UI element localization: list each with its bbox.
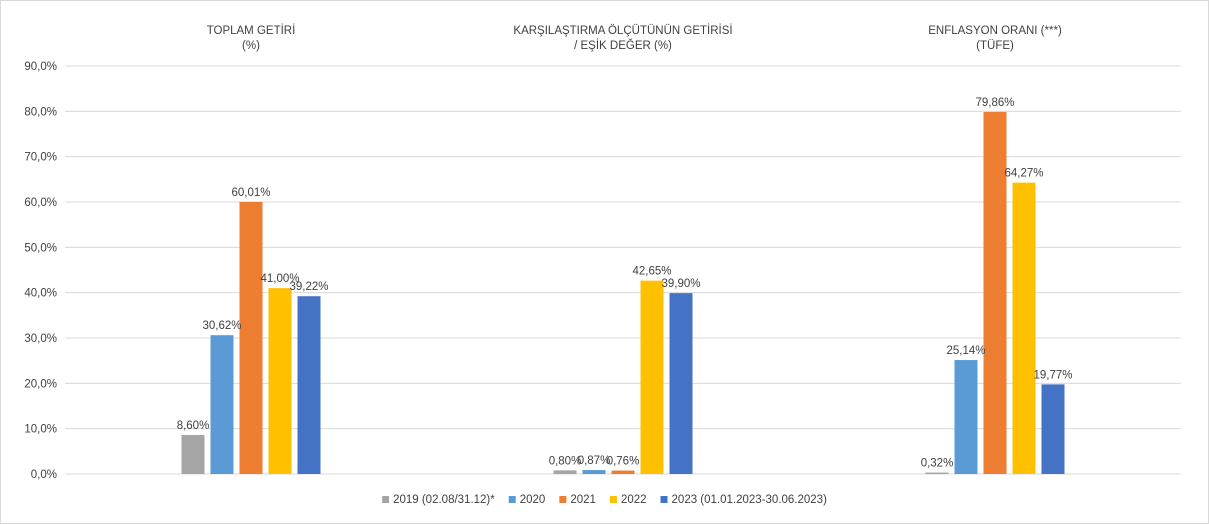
data-label: 42,65% xyxy=(632,266,671,278)
bar xyxy=(1012,182,1036,474)
category-title: / EŞİK DEĞER (%) xyxy=(574,39,672,52)
data-label: 0,87% xyxy=(578,455,611,467)
y-tick-label: 90,0% xyxy=(24,61,57,73)
data-label: 41,00% xyxy=(260,273,299,285)
bars xyxy=(181,111,1065,475)
data-label: 30,62% xyxy=(202,320,241,332)
data-label: 0,32% xyxy=(921,458,954,470)
bar xyxy=(954,360,978,474)
y-tick-label: 30,0% xyxy=(24,333,57,345)
legend-item: 2021 xyxy=(559,494,596,506)
data-label: 0,76% xyxy=(607,456,640,468)
y-tick-label: 0,0% xyxy=(31,469,57,481)
legend-label: 2021 xyxy=(570,494,596,506)
bar xyxy=(640,280,664,474)
legend-item: 2019 (02.08/31.12)* xyxy=(382,494,495,506)
data-label: 64,27% xyxy=(1004,168,1043,180)
y-tick-label: 70,0% xyxy=(24,152,57,164)
data-label: 60,01% xyxy=(231,187,270,199)
y-tick-label: 40,0% xyxy=(24,288,57,300)
bar xyxy=(553,470,577,474)
legend-item: 2023 (01.01.2023-30.06.2023) xyxy=(660,494,828,506)
legend-item: 2020 xyxy=(508,494,546,506)
data-label: 19,77% xyxy=(1033,369,1072,381)
legend: 2019 (02.08/31.12)* 2020 2021 2022 2023 (01.… xyxy=(382,494,827,506)
y-tick-label: 20,0% xyxy=(24,378,57,390)
legend-swatch xyxy=(508,496,516,503)
bar xyxy=(983,111,1007,474)
bar xyxy=(925,472,949,474)
bar xyxy=(611,470,635,474)
data-label: 39,22% xyxy=(289,281,328,293)
legend-label: 2020 xyxy=(520,494,546,506)
category-titles: TOPLAM GETİRİ (%) KARŞILAŞTIRMA ÖLÇÜTÜNÜN … xyxy=(207,24,1062,52)
legend-swatch xyxy=(559,496,567,503)
legend-label: 2023 (01.01.2023-30.06.2023) xyxy=(672,494,828,506)
category-title: ENFLASYON ORANI (***) xyxy=(928,25,1062,37)
legend-swatch xyxy=(382,496,390,503)
legend-swatch xyxy=(609,496,617,503)
data-label: 39,90% xyxy=(661,278,700,290)
bar xyxy=(181,435,205,474)
legend-swatch xyxy=(660,496,668,503)
category-title: TOPLAM GETİRİ xyxy=(207,24,296,37)
bar xyxy=(210,335,234,474)
data-labels: 8,60%30,62%60,01%41,00%39,22%0,80%0,87%0… xyxy=(177,97,1073,470)
bar xyxy=(239,201,263,475)
bar xyxy=(1041,384,1065,474)
legend-label: 2022 xyxy=(621,494,647,506)
bar xyxy=(268,288,292,474)
legend-label: 2019 (02.08/31.12)* xyxy=(393,494,495,506)
y-tick-label: 60,0% xyxy=(24,197,57,209)
data-label: 25,14% xyxy=(946,345,985,357)
y-tick-label: 50,0% xyxy=(24,242,57,254)
legend-item: 2022 xyxy=(609,494,647,506)
y-tick-label: 80,0% xyxy=(24,106,57,118)
bar xyxy=(297,296,321,474)
y-axis-ticks: 0,0% 10,0% 20,0% 30,0% 40,0% 50,0% 60,0% 70,0% 8… xyxy=(24,61,57,481)
data-label: 0,80% xyxy=(549,455,582,467)
bar xyxy=(669,293,693,474)
category-title: (TÜFE) xyxy=(976,40,1014,52)
category-title: (%) xyxy=(242,40,260,52)
data-label: 8,60% xyxy=(177,420,210,432)
bar xyxy=(582,470,606,474)
category-title: KARŞILAŞTIRMA ÖLÇÜTÜNÜN GETİRİSİ xyxy=(513,24,732,37)
data-label: 79,86% xyxy=(975,97,1014,109)
y-tick-label: 10,0% xyxy=(24,424,57,436)
